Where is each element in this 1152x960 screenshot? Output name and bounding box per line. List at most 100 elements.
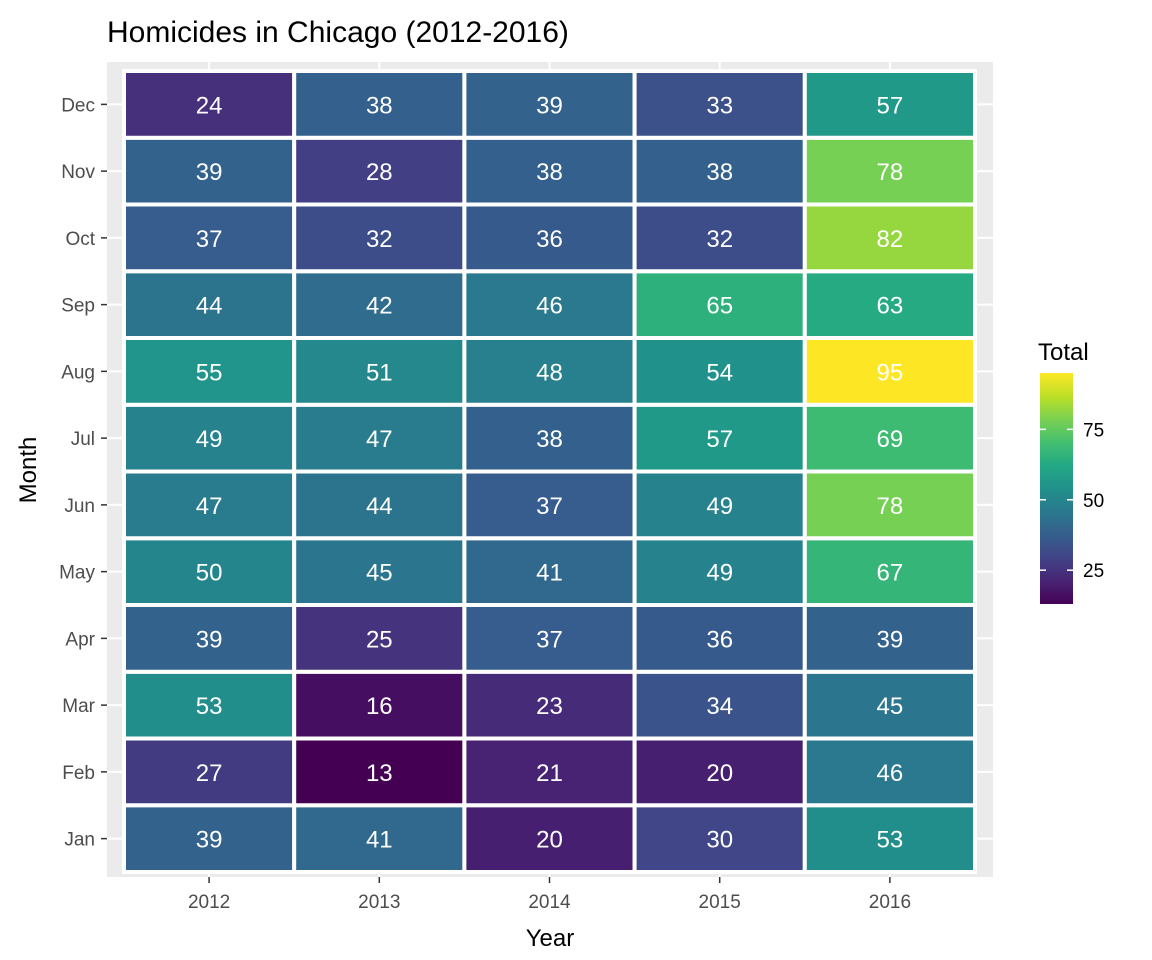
- cell-value-label: 41: [366, 827, 393, 854]
- heatmap-cell: [292, 469, 467, 541]
- cell-value-label: 38: [706, 159, 733, 186]
- y-tick-label: Feb: [62, 763, 95, 784]
- cell-value-label: 48: [536, 359, 563, 386]
- cell-value-label: 49: [706, 560, 733, 587]
- cell-labels: 39 41 20 30 53 27 13 21 20 46 53 16 23 34 45 39 25 37 36 39…: [196, 92, 904, 853]
- cell-value-label: 54: [706, 359, 733, 386]
- heatmap-cell: [632, 202, 807, 274]
- heatmap-cell: [292, 803, 467, 874]
- legend-colorbar: [1040, 373, 1073, 604]
- cell-value-label: 37: [536, 626, 563, 653]
- cell-value-label: 78: [877, 159, 904, 186]
- cell-value-label: 38: [366, 92, 393, 119]
- heatmap-cell: [632, 603, 807, 674]
- cell-value-label: 39: [196, 827, 223, 854]
- heatmap-cell: [292, 603, 467, 674]
- cell-value-label: 39: [877, 626, 904, 653]
- heatmap-cell: [292, 202, 467, 274]
- heatmap-cell: [802, 536, 977, 607]
- cell-value-label: 36: [536, 226, 563, 253]
- heatmap-cell: [122, 669, 297, 741]
- x-tick-label: 2015: [699, 892, 741, 913]
- cell-value-label: 63: [877, 293, 904, 320]
- y-tick-label: Jul: [71, 429, 95, 450]
- cell-value-label: 13: [366, 760, 393, 787]
- cell-value-label: 46: [877, 760, 904, 787]
- cell-value-label: 20: [706, 760, 733, 787]
- cell-value-label: 42: [366, 293, 393, 320]
- heatmap-cell: [802, 669, 977, 741]
- heatmap-cell: [292, 536, 467, 607]
- x-axis-title: Year: [526, 925, 575, 952]
- cell-value-label: 78: [877, 493, 904, 520]
- heatmap-cell: [802, 603, 977, 674]
- cell-value-label: 33: [706, 92, 733, 119]
- heatmap-cell: [802, 803, 977, 874]
- legend-tick-label: 75: [1083, 420, 1104, 441]
- cell-value-label: 41: [536, 560, 563, 587]
- cell-value-label: 38: [536, 159, 563, 186]
- cell-value-label: 44: [196, 293, 223, 320]
- y-tick-label: Dec: [61, 95, 95, 116]
- cell-value-label: 82: [877, 226, 904, 253]
- cell-value-label: 53: [196, 693, 223, 720]
- y-tick-label: Nov: [61, 162, 95, 183]
- y-axis-title: Month: [15, 437, 42, 504]
- cell-value-label: 45: [877, 693, 904, 720]
- cell-value-label: 55: [196, 359, 223, 386]
- cell-value-label: 32: [366, 226, 393, 253]
- cell-value-label: 57: [877, 92, 904, 119]
- cell-value-label: 47: [366, 426, 393, 453]
- y-tick-label: May: [59, 563, 95, 584]
- heatmap-cell: [632, 669, 807, 741]
- cell-value-label: 45: [366, 560, 393, 587]
- heatmap-cell: [802, 736, 977, 808]
- cell-value-label: 57: [706, 426, 733, 453]
- cell-value-label: 51: [366, 359, 393, 386]
- heatmap-cell: [632, 402, 807, 474]
- cell-value-label: 30: [706, 827, 733, 854]
- heatmap-cell: [122, 135, 297, 207]
- cell-value-label: 34: [706, 693, 733, 720]
- y-tick-label: Apr: [65, 629, 95, 650]
- heatmap-cell: [632, 336, 807, 407]
- x-tick-label: 2012: [188, 892, 230, 913]
- cell-value-label: 21: [536, 760, 563, 787]
- x-tick-label: 2014: [528, 892, 571, 913]
- y-tick-label: Jan: [64, 830, 95, 851]
- heatmap-cell: [802, 69, 977, 140]
- heatmap-cell: [122, 536, 297, 607]
- heatmap-cell: [122, 402, 297, 474]
- heatmap-cell: [462, 736, 637, 808]
- cell-value-label: 38: [536, 426, 563, 453]
- cell-value-label: 24: [196, 92, 223, 119]
- y-tick-label: Aug: [61, 362, 95, 383]
- cell-value-label: 95: [877, 359, 904, 386]
- heatmap-cell: [802, 135, 977, 207]
- cell-value-label: 37: [196, 226, 223, 253]
- heatmap-cell: [802, 336, 977, 407]
- heatmap-cell: [802, 402, 977, 474]
- y-tick-label: Oct: [65, 229, 95, 250]
- heatmap-cell: [462, 803, 637, 874]
- heatmap-cells: [122, 69, 977, 874]
- y-tick-label: Mar: [62, 696, 95, 717]
- legend-tick-label: 25: [1083, 561, 1104, 582]
- cell-value-label: 49: [196, 426, 223, 453]
- heatmap-cell: [462, 135, 637, 207]
- heatmap-cell: [122, 803, 297, 874]
- x-tick-label: 2013: [358, 892, 400, 913]
- cell-value-label: 69: [877, 426, 904, 453]
- cell-value-label: 49: [706, 493, 733, 520]
- y-axis: Jan Feb Mar Apr May Jun Jul Aug Sep Oct Nov Dec: [59, 95, 107, 851]
- legend: Total 25 50 75: [1038, 339, 1104, 604]
- cell-value-label: 37: [536, 493, 563, 520]
- heatmap-cell: [632, 269, 807, 340]
- legend-tick-label: 50: [1083, 491, 1104, 512]
- heatmap-cell: [292, 135, 467, 207]
- cell-value-label: 65: [706, 293, 733, 320]
- heatmap-cell: [462, 669, 637, 741]
- cell-value-label: 39: [536, 92, 563, 119]
- cell-value-label: 27: [196, 760, 223, 787]
